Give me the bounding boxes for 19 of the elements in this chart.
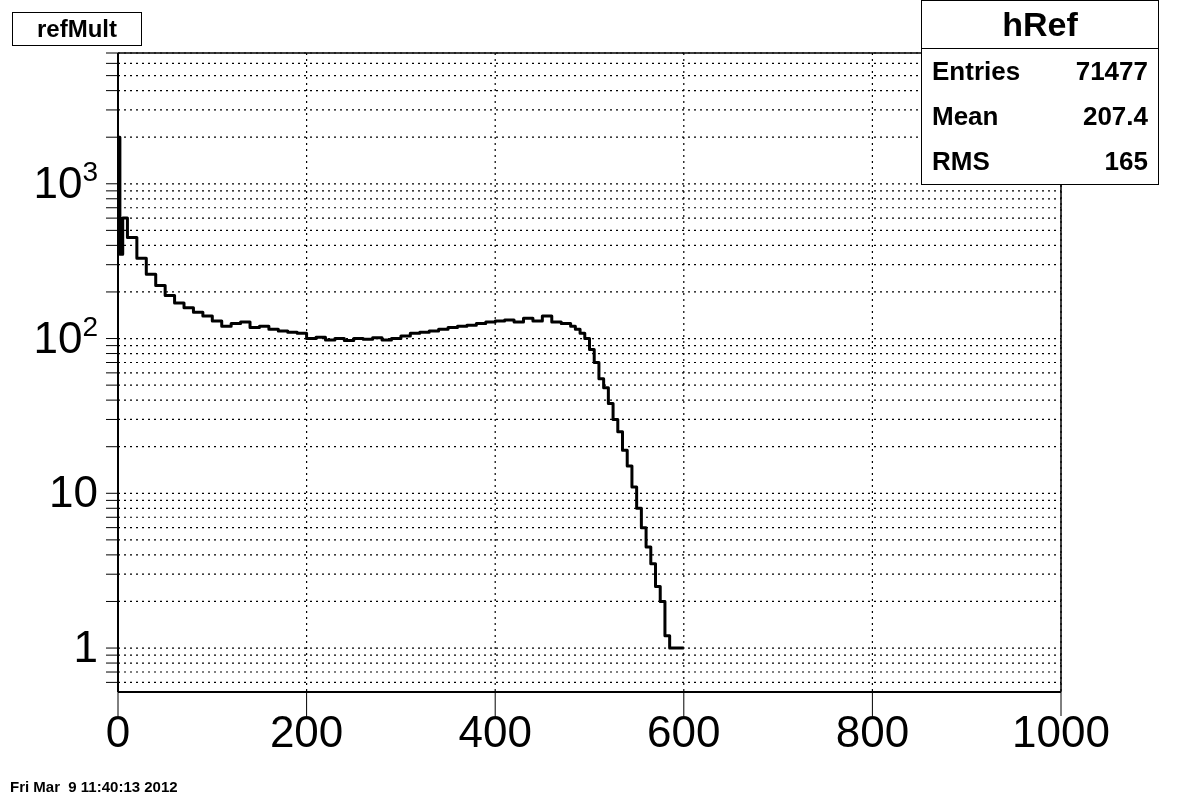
x-tick-label: 800 bbox=[835, 707, 910, 757]
x-tick-label: 1000 bbox=[1012, 707, 1110, 757]
x-tick-label: 0 bbox=[105, 707, 131, 757]
y-tick-label: 10$^{3}$ bbox=[33, 155, 98, 207]
annotation: RMS bbox=[932, 146, 990, 177]
chart-title: refMult bbox=[12, 12, 142, 46]
y-tick-label: 10 bbox=[49, 467, 98, 517]
x-tick-label: 400 bbox=[458, 707, 532, 757]
text: Fri Mar 9 11:40:13 2012 bbox=[10, 778, 178, 795]
annotation: Mean bbox=[932, 101, 999, 132]
text: 165 bbox=[1104, 146, 1148, 177]
text: 71477 bbox=[1075, 56, 1148, 87]
x-tick-label: 600 bbox=[647, 707, 721, 757]
text: hRef bbox=[922, 1, 1158, 49]
y-tick-label: 10$^{2}$ bbox=[33, 310, 98, 362]
text: 207.4 bbox=[1082, 101, 1148, 132]
annotation: Entries bbox=[932, 56, 1021, 87]
y-tick-label: 1 bbox=[73, 622, 98, 672]
x-tick-label: 200 bbox=[269, 707, 344, 757]
